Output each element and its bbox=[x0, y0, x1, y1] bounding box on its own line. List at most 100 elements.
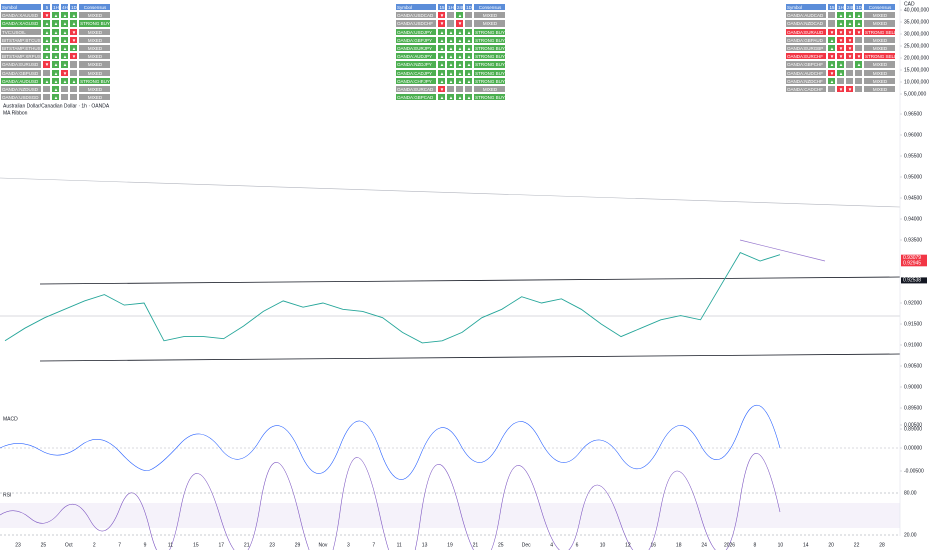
signal-cell: ▲ bbox=[51, 84, 60, 94]
indicator-name: MA Ribbon bbox=[3, 110, 28, 116]
signal-cell: ▼ bbox=[845, 27, 854, 36]
y-tick-label: 0.90500 bbox=[904, 363, 922, 369]
signal-cell: ▲ bbox=[51, 52, 60, 61]
signal-cell bbox=[446, 11, 455, 20]
symbol-cell: OANDA:EURJPY bbox=[395, 43, 437, 53]
signal-cell bbox=[827, 19, 836, 28]
signal-cell: ▼ bbox=[42, 11, 51, 20]
x-tick-label: 11 bbox=[397, 542, 402, 548]
signal-cell: ▲ bbox=[836, 11, 845, 20]
signal-cell: ▲ bbox=[69, 11, 78, 20]
consensus-cell: MIXED bbox=[78, 60, 111, 69]
signal-cell: ▲ bbox=[836, 68, 845, 77]
signal-cell: ▲ bbox=[464, 27, 473, 36]
signal-cell: ▲ bbox=[437, 35, 446, 44]
header-cell: Symbol bbox=[395, 3, 437, 12]
x-tick-label: 12 bbox=[625, 542, 631, 548]
signal-cell bbox=[42, 68, 51, 77]
signal-cell: ▲ bbox=[51, 43, 60, 53]
consensus-cell: MIXED bbox=[863, 84, 896, 94]
symbol-cell: OANDA:GBPJPY bbox=[395, 35, 437, 44]
signal-cell: ▲ bbox=[60, 27, 69, 36]
x-tick-label: 13 bbox=[422, 542, 428, 548]
signal-cell: ▼ bbox=[836, 84, 845, 94]
signal-cell: ▲ bbox=[69, 76, 78, 85]
signal-cell: ▲ bbox=[854, 19, 863, 28]
x-tick-label: 7 bbox=[118, 542, 121, 548]
signal-cell: ▼ bbox=[69, 27, 78, 36]
x-tick-label: 23 bbox=[15, 542, 21, 548]
signal-cell: ▼ bbox=[845, 35, 854, 44]
x-tick-label: 9 bbox=[144, 542, 147, 548]
signal-cell: ▼ bbox=[836, 27, 845, 36]
x-tick-label: 10 bbox=[778, 542, 784, 548]
signal-cell: ▲ bbox=[455, 35, 464, 44]
consensus-cell: MIXED bbox=[863, 43, 896, 53]
consensus-cell: MIXED bbox=[863, 60, 896, 69]
x-tick-label: Dec bbox=[522, 542, 531, 548]
signal-cell: ▼ bbox=[69, 35, 78, 44]
signal-cell: ▲ bbox=[827, 35, 836, 44]
x-tick-label: 10 bbox=[600, 542, 606, 548]
channel-bottom bbox=[39, 353, 901, 362]
header-cell: Symbol bbox=[785, 3, 827, 12]
currency: CAD bbox=[904, 1, 915, 7]
signal-cell: ▲ bbox=[437, 68, 446, 77]
signal-cell: ▲ bbox=[60, 11, 69, 20]
signal-cell: ▲ bbox=[464, 43, 473, 53]
consensus-cell: STRONG BUY bbox=[473, 76, 506, 85]
signal-cell: ▲ bbox=[446, 76, 455, 85]
consensus-cell: STRONG SELL bbox=[863, 27, 896, 36]
macd-tick-label: -0.00500 bbox=[904, 468, 924, 474]
signal-cell: ▼ bbox=[827, 27, 836, 36]
signal-cell: ▼ bbox=[836, 52, 845, 61]
symbol-cell: OANDA:CHFJPY bbox=[395, 76, 437, 85]
signal-cell: ▲ bbox=[69, 43, 78, 53]
symbol-cell: OANDA:USDCAD bbox=[395, 11, 437, 20]
consensus-cell: MIXED bbox=[78, 35, 111, 44]
symbol-cell: OANDA:AUDCHF bbox=[785, 68, 827, 77]
signal-cell: ▼ bbox=[455, 19, 464, 28]
signal-cell: ▲ bbox=[854, 60, 863, 69]
x-tick-label: 24 bbox=[701, 542, 707, 548]
signal-cell bbox=[69, 93, 78, 102]
signal-cell: ▲ bbox=[446, 35, 455, 44]
signal-cell: ▲ bbox=[51, 93, 60, 102]
y-tick-label: 0.93500 bbox=[904, 237, 922, 243]
signal-cell bbox=[69, 84, 78, 94]
x-tick-label: 21 bbox=[244, 542, 250, 548]
signal-cell: ▼ bbox=[827, 52, 836, 61]
signal-cell bbox=[836, 76, 845, 85]
y-tick-label: 0.94000 bbox=[904, 216, 922, 222]
signal-cell bbox=[446, 19, 455, 28]
signal-cell: ▼ bbox=[854, 52, 863, 61]
header-cell: 240 bbox=[845, 3, 854, 12]
symbol-cell: OANDA:EURCHF bbox=[785, 52, 827, 61]
symbol-cell: OANDA:EURGBP bbox=[785, 43, 827, 53]
header-cell: Consensus bbox=[863, 3, 896, 12]
x-tick-label: 25 bbox=[41, 542, 47, 548]
x-tick-label: 25 bbox=[498, 542, 504, 548]
signal-cell: ▲ bbox=[827, 76, 836, 85]
signal-cell: ▼ bbox=[836, 43, 845, 53]
signal-cell: ▼ bbox=[60, 68, 69, 77]
signal-cell: ▲ bbox=[446, 52, 455, 61]
x-tick-label: 21 bbox=[473, 542, 479, 548]
consensus-cell: MIXED bbox=[78, 27, 111, 36]
consensus-cell: STRONG BUY bbox=[78, 19, 111, 28]
consensus-cell: MIXED bbox=[863, 19, 896, 28]
y-tick-label: 0.96500 bbox=[904, 111, 922, 117]
signal-cell: ▲ bbox=[437, 76, 446, 85]
rsi-tick-label: 20.00 bbox=[904, 532, 917, 538]
symbol-cell: OANDA:EURUSD bbox=[0, 60, 42, 69]
x-tick-label: 23 bbox=[269, 542, 275, 548]
price-tag bbox=[901, 260, 927, 267]
consensus-cell: STRONG BUY bbox=[473, 68, 506, 77]
signal-cell: ▲ bbox=[51, 68, 60, 77]
macd-label: MACD bbox=[3, 416, 18, 422]
signal-cell: ▼ bbox=[437, 11, 446, 20]
symbol-cell: OANDA:XAUUSD bbox=[0, 11, 42, 20]
x-tick-label: 6 bbox=[576, 542, 579, 548]
x-tick-label: 20 bbox=[828, 542, 834, 548]
signal-cell: ▲ bbox=[446, 68, 455, 77]
